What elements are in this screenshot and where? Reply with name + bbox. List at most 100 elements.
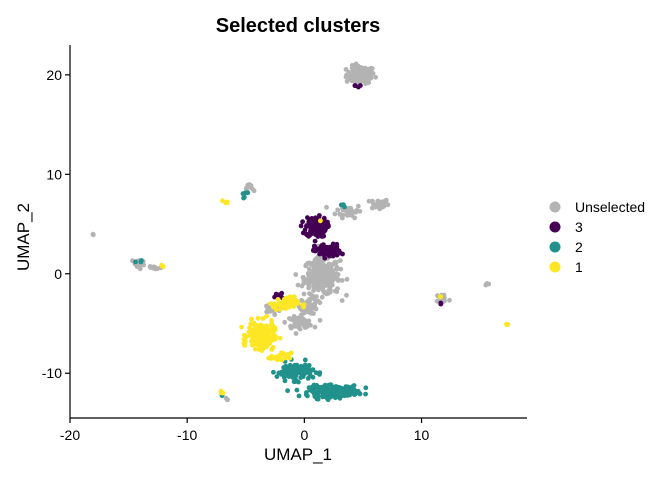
point — [274, 374, 280, 379]
point — [354, 70, 359, 76]
point — [358, 66, 364, 72]
point — [351, 387, 357, 393]
point — [281, 351, 287, 357]
point — [338, 258, 343, 263]
point — [332, 288, 338, 294]
y-tick-label: 10 — [46, 166, 62, 182]
point — [338, 385, 344, 391]
point — [323, 383, 329, 389]
point — [317, 300, 323, 306]
point — [300, 275, 306, 280]
point — [301, 323, 307, 329]
point — [310, 268, 315, 274]
point — [331, 243, 337, 248]
point — [318, 218, 323, 224]
point — [321, 393, 326, 398]
point — [333, 261, 338, 266]
point — [273, 307, 279, 313]
x-tick-label: 10 — [414, 427, 430, 443]
point — [248, 321, 254, 327]
point — [293, 272, 299, 277]
point — [332, 211, 338, 217]
point — [282, 319, 288, 325]
point — [336, 248, 342, 254]
point — [134, 264, 140, 269]
point — [305, 393, 310, 399]
point — [259, 333, 265, 339]
point — [356, 84, 361, 90]
point — [343, 67, 349, 72]
point — [250, 342, 255, 348]
point — [138, 259, 144, 265]
series-3-points — [272, 83, 444, 307]
point — [339, 298, 345, 303]
legend-label-unselected: Unselected — [575, 199, 645, 215]
legend-swatch-1 — [549, 261, 561, 273]
point — [269, 353, 274, 359]
point — [264, 313, 269, 319]
y-tick-label: 0 — [54, 266, 62, 282]
point — [247, 325, 252, 331]
point — [305, 215, 310, 221]
point — [288, 371, 293, 376]
point — [345, 71, 351, 77]
point — [312, 297, 318, 303]
point — [329, 276, 335, 282]
point — [327, 289, 333, 295]
point — [262, 330, 267, 335]
point — [252, 346, 258, 352]
point — [363, 385, 369, 391]
series-1-points — [159, 198, 511, 396]
point — [305, 270, 311, 276]
point — [312, 257, 318, 263]
point — [308, 310, 314, 316]
point — [279, 357, 285, 363]
y-tick-label: 20 — [46, 67, 62, 83]
point — [316, 247, 321, 253]
point — [317, 231, 323, 237]
point — [312, 283, 318, 289]
point — [267, 335, 273, 340]
point — [298, 223, 304, 229]
point — [307, 373, 313, 379]
point — [308, 322, 313, 328]
point — [292, 379, 298, 385]
scatter-points-layer — [90, 61, 511, 403]
point — [310, 277, 316, 283]
point — [329, 387, 335, 393]
point — [328, 267, 334, 273]
point — [270, 330, 276, 336]
point — [271, 369, 276, 375]
point — [317, 269, 323, 275]
point — [272, 336, 278, 342]
point — [271, 325, 277, 330]
point — [327, 247, 333, 253]
point — [282, 296, 288, 302]
legend-swatch-3 — [549, 221, 561, 233]
point — [311, 224, 316, 230]
point — [339, 215, 345, 221]
point — [376, 201, 382, 207]
point — [300, 219, 305, 225]
point — [319, 294, 325, 300]
point — [299, 283, 305, 289]
point — [267, 307, 273, 312]
point — [289, 324, 295, 330]
point — [367, 76, 373, 81]
point — [295, 299, 301, 305]
point — [438, 300, 444, 306]
point — [279, 303, 284, 309]
point — [295, 324, 301, 330]
point — [264, 324, 270, 330]
point — [301, 317, 306, 323]
point — [293, 331, 299, 336]
point — [304, 223, 310, 228]
point — [313, 262, 319, 268]
point — [312, 238, 318, 244]
point — [287, 355, 293, 361]
point — [438, 294, 444, 299]
point — [90, 231, 96, 237]
point — [289, 297, 294, 303]
point — [312, 301, 318, 306]
